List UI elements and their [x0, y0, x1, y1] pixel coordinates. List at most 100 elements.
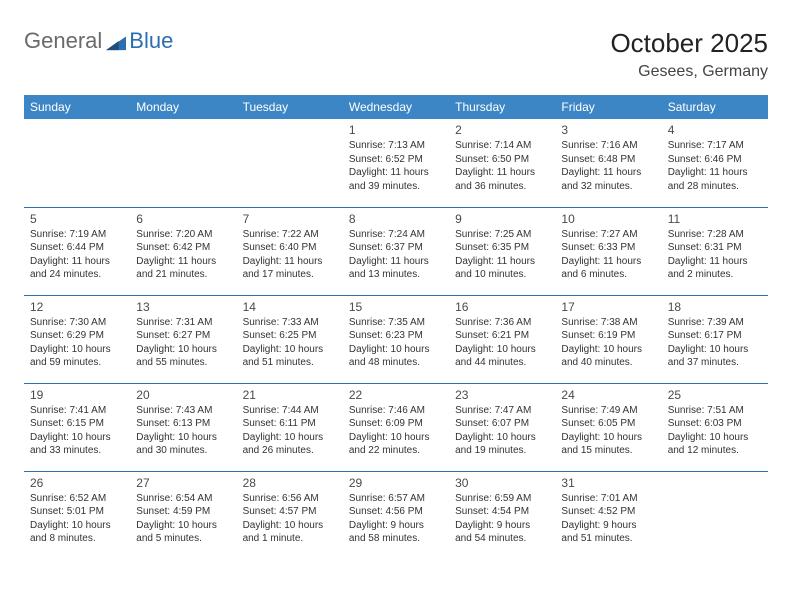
daylight-line: Daylight: 11 hours and 10 minutes.	[455, 255, 549, 282]
daylight-line: Daylight: 11 hours and 13 minutes.	[349, 255, 443, 282]
sunset-line: Sunset: 6:50 PM	[455, 153, 549, 167]
daylight-line: Daylight: 11 hours and 17 minutes.	[243, 255, 337, 282]
daylight-line: Daylight: 11 hours and 36 minutes.	[455, 166, 549, 193]
calendar-week-row: 5Sunrise: 7:19 AMSunset: 6:44 PMDaylight…	[24, 207, 768, 295]
day-number: 3	[561, 123, 655, 137]
day-number: 1	[349, 123, 443, 137]
sunset-line: Sunset: 6:11 PM	[243, 417, 337, 431]
sunrise-line: Sunrise: 7:33 AM	[243, 316, 337, 330]
day-details: Sunrise: 7:49 AMSunset: 6:05 PMDaylight:…	[561, 404, 655, 458]
logo-text-blue: Blue	[129, 28, 173, 54]
page-header: General Blue October 2025 Gesees, German…	[24, 28, 768, 81]
calendar-day-cell: 21 Sunrise: 7:44 AMSunset: 6:11 PMDayligh…	[237, 383, 343, 471]
day-number: 22	[349, 388, 443, 402]
day-details: Sunrise: 7:41 AMSunset: 6:15 PMDaylight:…	[30, 404, 124, 458]
sunrise-line: Sunrise: 6:52 AM	[30, 492, 124, 506]
calendar-day-cell: 27 Sunrise: 6:54 AMSunset: 4:59 PMDayligh…	[130, 471, 236, 559]
calendar-day-cell: 17 Sunrise: 7:38 AMSunset: 6:19 PMDayligh…	[555, 295, 661, 383]
sunrise-line: Sunrise: 7:44 AM	[243, 404, 337, 418]
logo: General Blue	[24, 28, 173, 54]
daylight-line: Daylight: 10 hours and 19 minutes.	[455, 431, 549, 458]
day-number: 19	[30, 388, 124, 402]
sunrise-line: Sunrise: 7:49 AM	[561, 404, 655, 418]
daylight-line: Daylight: 11 hours and 39 minutes.	[349, 166, 443, 193]
daylight-line: Daylight: 11 hours and 32 minutes.	[561, 166, 655, 193]
day-number: 28	[243, 476, 337, 490]
day-number: 8	[349, 212, 443, 226]
day-details: Sunrise: 6:52 AMSunset: 5:01 PMDaylight:…	[30, 492, 124, 546]
sunset-line: Sunset: 6:03 PM	[668, 417, 762, 431]
day-details: Sunrise: 6:56 AMSunset: 4:57 PMDaylight:…	[243, 492, 337, 546]
title-block: October 2025 Gesees, Germany	[610, 28, 768, 81]
sunrise-line: Sunrise: 7:22 AM	[243, 228, 337, 242]
calendar-day-cell: 2Sunrise: 7:14 AMSunset: 6:50 PMDaylight…	[449, 119, 555, 207]
daylight-line: Daylight: 9 hours and 58 minutes.	[349, 519, 443, 546]
day-details: Sunrise: 7:33 AMSunset: 6:25 PMDaylight:…	[243, 316, 337, 370]
daylight-line: Daylight: 10 hours and 44 minutes.	[455, 343, 549, 370]
sunset-line: Sunset: 6:29 PM	[30, 329, 124, 343]
day-details: Sunrise: 7:01 AMSunset: 4:52 PMDaylight:…	[561, 492, 655, 546]
sunset-line: Sunset: 4:52 PM	[561, 505, 655, 519]
sunrise-line: Sunrise: 7:46 AM	[349, 404, 443, 418]
day-details: Sunrise: 6:57 AMSunset: 4:56 PMDaylight:…	[349, 492, 443, 546]
day-details: Sunrise: 7:19 AMSunset: 6:44 PMDaylight:…	[30, 228, 124, 282]
sunrise-line: Sunrise: 7:41 AM	[30, 404, 124, 418]
daylight-line: Daylight: 10 hours and 33 minutes.	[30, 431, 124, 458]
day-details: Sunrise: 7:28 AMSunset: 6:31 PMDaylight:…	[668, 228, 762, 282]
calendar-day-cell	[662, 471, 768, 559]
sunrise-line: Sunrise: 7:13 AM	[349, 139, 443, 153]
weekday-header: Monday	[130, 95, 236, 119]
sunset-line: Sunset: 6:21 PM	[455, 329, 549, 343]
day-details: Sunrise: 7:27 AMSunset: 6:33 PMDaylight:…	[561, 228, 655, 282]
daylight-line: Daylight: 11 hours and 2 minutes.	[668, 255, 762, 282]
day-details: Sunrise: 7:16 AMSunset: 6:48 PMDaylight:…	[561, 139, 655, 193]
calendar-day-cell: 5Sunrise: 7:19 AMSunset: 6:44 PMDaylight…	[24, 207, 130, 295]
calendar-day-cell	[237, 119, 343, 207]
sunset-line: Sunset: 6:33 PM	[561, 241, 655, 255]
day-number: 21	[243, 388, 337, 402]
day-details: Sunrise: 7:46 AMSunset: 6:09 PMDaylight:…	[349, 404, 443, 458]
day-details: Sunrise: 6:54 AMSunset: 4:59 PMDaylight:…	[136, 492, 230, 546]
sunset-line: Sunset: 6:35 PM	[455, 241, 549, 255]
day-number: 24	[561, 388, 655, 402]
daylight-line: Daylight: 10 hours and 26 minutes.	[243, 431, 337, 458]
day-details: Sunrise: 7:31 AMSunset: 6:27 PMDaylight:…	[136, 316, 230, 370]
calendar-day-cell: 18Sunrise: 7:39 AMSunset: 6:17 PMDayligh…	[662, 295, 768, 383]
day-number: 16	[455, 300, 549, 314]
day-number: 14	[243, 300, 337, 314]
daylight-line: Daylight: 11 hours and 28 minutes.	[668, 166, 762, 193]
calendar-day-cell	[24, 119, 130, 207]
sunset-line: Sunset: 4:56 PM	[349, 505, 443, 519]
calendar-day-cell: 4Sunrise: 7:17 AMSunset: 6:46 PMDaylight…	[662, 119, 768, 207]
calendar-day-cell: 6Sunrise: 7:20 AMSunset: 6:42 PMDaylight…	[130, 207, 236, 295]
day-number: 9	[455, 212, 549, 226]
sunrise-line: Sunrise: 7:01 AM	[561, 492, 655, 506]
sunset-line: Sunset: 6:27 PM	[136, 329, 230, 343]
calendar-day-cell: 16Sunrise: 7:36 AMSunset: 6:21 PMDayligh…	[449, 295, 555, 383]
calendar-day-cell: 29Sunrise: 6:57 AMSunset: 4:56 PMDayligh…	[343, 471, 449, 559]
sunset-line: Sunset: 6:09 PM	[349, 417, 443, 431]
day-number: 18	[668, 300, 762, 314]
day-details: Sunrise: 7:38 AMSunset: 6:19 PMDaylight:…	[561, 316, 655, 370]
day-number: 27	[136, 476, 230, 490]
calendar-week-row: 1 Sunrise: 7:13 AMSunset: 6:52 PMDaylight…	[24, 119, 768, 207]
calendar-day-cell: 19 Sunrise: 7:41 AMSunset: 6:15 PMDayligh…	[24, 383, 130, 471]
weekday-header: Saturday	[662, 95, 768, 119]
day-details: Sunrise: 7:51 AMSunset: 6:03 PMDaylight:…	[668, 404, 762, 458]
sunrise-line: Sunrise: 7:51 AM	[668, 404, 762, 418]
daylight-line: Daylight: 9 hours and 51 minutes.	[561, 519, 655, 546]
calendar-page: General Blue October 2025 Gesees, German…	[0, 0, 792, 579]
daylight-line: Daylight: 10 hours and 22 minutes.	[349, 431, 443, 458]
sunset-line: Sunset: 6:19 PM	[561, 329, 655, 343]
calendar-day-cell: 28 Sunrise: 6:56 AMSunset: 4:57 PMDayligh…	[237, 471, 343, 559]
logo-text-general: General	[24, 28, 102, 54]
sunrise-line: Sunrise: 7:24 AM	[349, 228, 443, 242]
weekday-header: Sunday	[24, 95, 130, 119]
day-number: 17	[561, 300, 655, 314]
sunrise-line: Sunrise: 7:25 AM	[455, 228, 549, 242]
day-details: Sunrise: 7:13 AMSunset: 6:52 PMDaylight:…	[349, 139, 443, 193]
calendar-day-cell: 15Sunrise: 7:35 AMSunset: 6:23 PMDayligh…	[343, 295, 449, 383]
calendar-week-row: 12Sunrise: 7:30 AMSunset: 6:29 PMDayligh…	[24, 295, 768, 383]
daylight-line: Daylight: 10 hours and 55 minutes.	[136, 343, 230, 370]
sunset-line: Sunset: 6:23 PM	[349, 329, 443, 343]
